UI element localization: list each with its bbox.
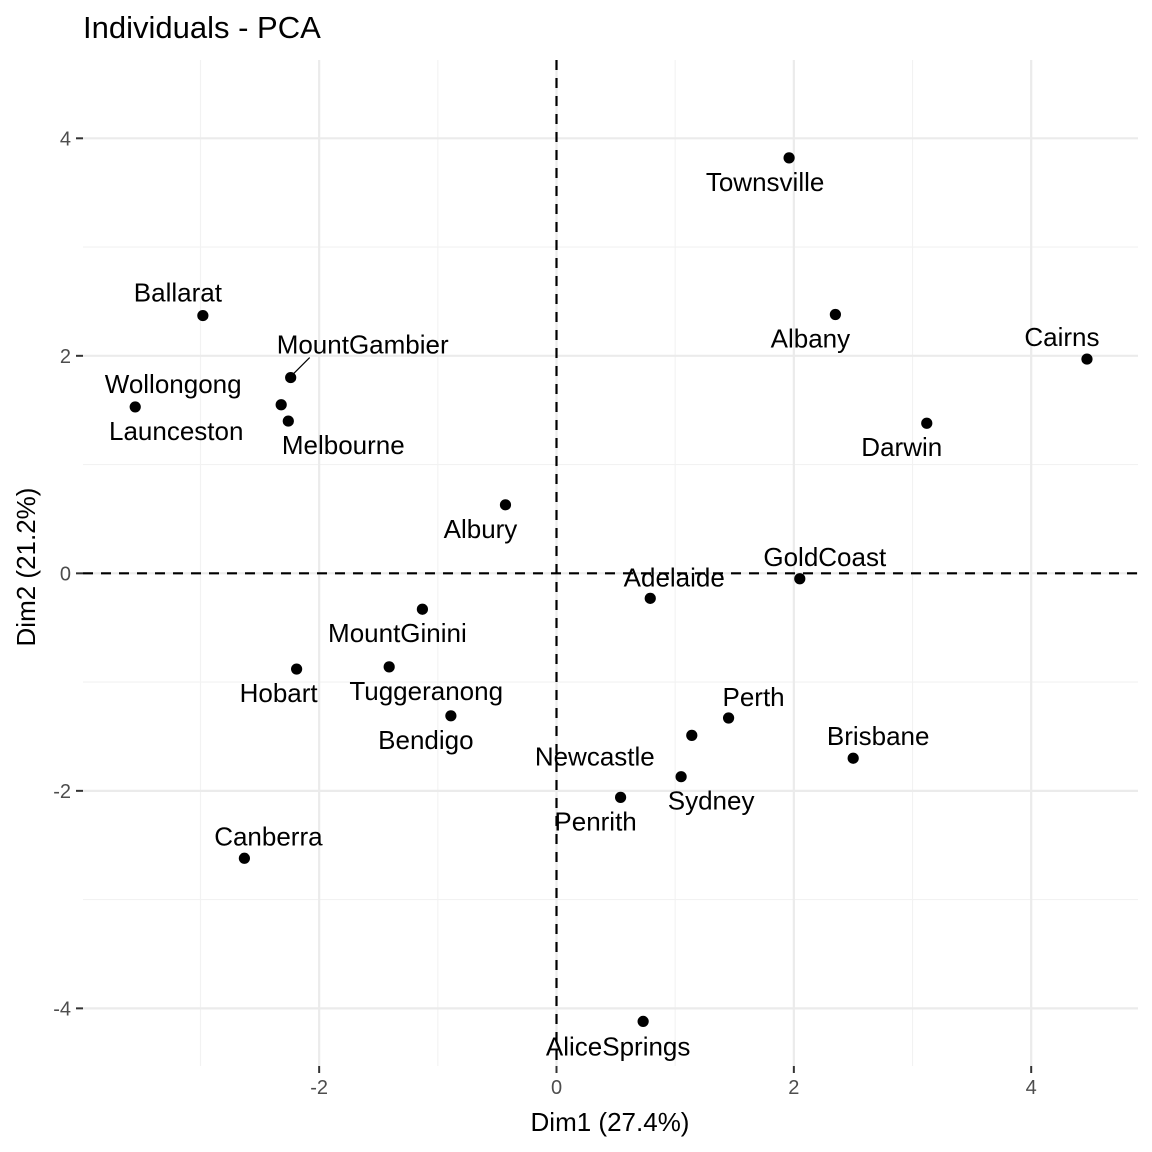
data-point [675,771,687,783]
minor-gridlines [83,60,1138,1066]
point-label: Hobart [240,678,319,708]
point-label: Townsville [706,167,825,197]
data-point [794,573,806,585]
point-label: Wollongong [105,369,242,399]
data-point [686,729,698,741]
y-tick-label: -2 [53,781,71,803]
data-point [829,308,841,321]
point-label: Brisbane [827,721,930,751]
reference-lines [83,60,1138,1066]
data-point [238,852,250,864]
x-tick-label: 0 [551,1077,562,1099]
point-label: Darwin [861,432,942,462]
x-tick-label: 2 [788,1077,799,1099]
y-axis: -4 -2 0 2 4 [53,128,83,1020]
point-label: Newcastle [535,741,655,771]
x-axis-title: Dim1 (27.4%) [531,1107,690,1137]
chart-title: Individuals - PCA [83,10,321,45]
point-label: Cairns [1024,322,1099,352]
data-point [129,401,141,413]
data-point [614,791,627,803]
data-point [1081,353,1093,365]
point-label: Adelaide [624,562,725,592]
point-label: MountGambier [277,330,449,360]
data-point [847,752,859,764]
plot-panel: Townsville Ballarat Albany Cairns MountGambi… [83,60,1138,1066]
data-point [445,710,457,722]
data-point [383,661,395,673]
x-tick-label: -2 [310,1077,328,1099]
x-axis: -2 0 2 4 [310,1066,1037,1099]
x-tick-label: 4 [1026,1077,1037,1099]
data-point [921,417,933,429]
data-point [282,415,294,427]
point-label: Sydney [668,786,755,816]
point-label: Albury [444,514,518,544]
point-label: Bendigo [378,725,473,755]
point-label: Penrith [554,806,636,836]
point-label: Launceston [109,416,243,446]
data-point [722,712,735,724]
y-tick-label: 0 [60,563,71,585]
point-label: Tuggeranong [349,676,503,706]
data-point [275,399,287,411]
point-labels: Townsville Ballarat Albany Cairns MountGambi… [105,167,1100,1062]
point-label: GoldCoast [763,542,887,572]
data-point [285,371,297,384]
point-label: Albany [771,323,851,353]
point-label: Perth [723,682,785,712]
data-point [644,592,656,604]
y-axis-title: Dim2 (21.2%) [11,488,41,647]
y-tick-label: 2 [60,346,71,368]
data-point [291,663,303,675]
data-point [783,152,795,164]
data-point [197,309,209,322]
point-label: MountGinini [328,618,467,648]
data-point [637,1015,649,1028]
data-point [416,603,429,615]
point-label: Melbourne [282,430,405,460]
y-tick-label: 4 [60,128,71,150]
label-leader-line [293,357,311,374]
point-label: Ballarat [134,278,223,308]
point-label: Canberra [214,821,323,851]
data-point [499,499,512,511]
data-points [129,152,1093,1028]
point-label: AliceSprings [546,1031,691,1061]
y-tick-label: -4 [53,998,71,1020]
major-gridlines [83,60,1138,1066]
